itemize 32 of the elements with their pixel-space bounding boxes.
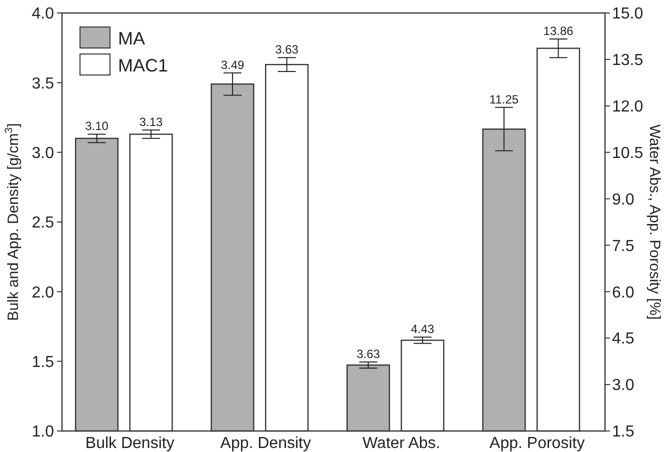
data-label: 3.63 (356, 346, 380, 361)
y2-tick-label: 9.0 (612, 191, 634, 208)
y-tick-label: 1.0 (32, 424, 54, 441)
legend-label: MA (118, 28, 145, 48)
x-tick-label: Bulk Density (85, 434, 174, 452)
y2-axis-title: Water Abs., App. Porosity [%] (646, 124, 663, 320)
data-label: 3.63 (275, 42, 299, 57)
y-tick-label: 1.5 (32, 354, 54, 371)
x-tick-label: Water Abs. (362, 434, 440, 452)
y-tick-label: 2.0 (32, 284, 54, 302)
x-tick-label: App. Porosity (490, 434, 585, 452)
data-label: 3.13 (139, 115, 164, 130)
y2-tick-label: 15.0 (612, 6, 644, 23)
y-tick-label: 2.5 (32, 214, 54, 232)
y-tick-label: 4.0 (32, 6, 54, 23)
y2-tick-label: 6.0 (612, 284, 634, 302)
data-label: 3.49 (220, 58, 245, 72)
data-label: 3.10 (85, 119, 109, 134)
y-tick-label: 3.0 (32, 144, 54, 162)
y2-tick-label: 1.5 (612, 424, 634, 441)
data-label: 4.43 (410, 322, 435, 336)
x-tick-label: App. Density (220, 434, 311, 452)
y2-tick-label: 4.5 (612, 330, 634, 348)
y2-tick-label: 13.5 (612, 52, 644, 70)
y-tick-label: 3.5 (32, 75, 54, 92)
legend-label: MAC1 (118, 55, 168, 76)
y2-tick-label: 12.0 (612, 98, 644, 116)
y2-tick-label: 7.5 (612, 238, 634, 255)
y2-tick-label: 10.5 (612, 144, 644, 162)
y2-tick-label: 3.0 (612, 377, 634, 394)
data-label: 13.86 (543, 24, 574, 38)
data-label: 11.25 (489, 92, 519, 106)
